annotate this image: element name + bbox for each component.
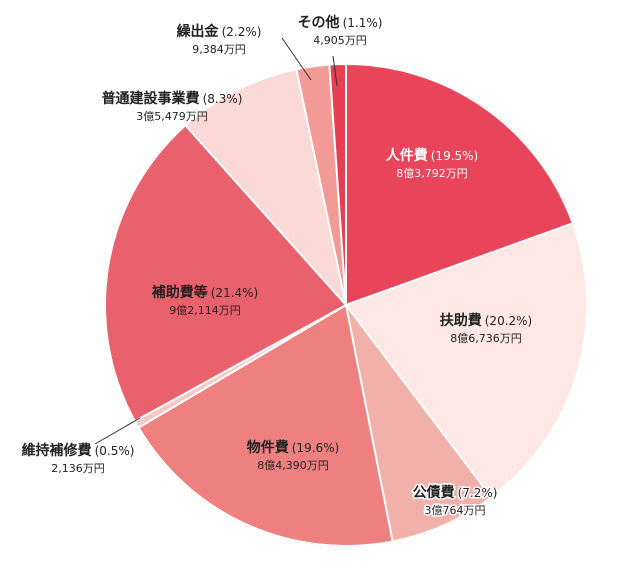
slice-percent: (19.6%) bbox=[292, 441, 339, 455]
slice-percent: (21.4%) bbox=[211, 286, 258, 300]
slice-name: その他 bbox=[298, 14, 340, 31]
slice-amount: 9,384万円 bbox=[192, 43, 246, 56]
slice-percent: (2.2%) bbox=[222, 25, 262, 39]
slice-amount: 8億6,736万円 bbox=[450, 332, 522, 345]
slice-name: 繰出金 bbox=[177, 23, 220, 40]
slice-percent: (8.3%) bbox=[203, 92, 243, 106]
slice-label: 補助費等 (21.4%) bbox=[151, 284, 258, 301]
slice-label: 物件費 (19.6%) bbox=[247, 439, 339, 456]
slice-name: 公債費 bbox=[413, 484, 455, 501]
leader-line bbox=[332, 55, 338, 87]
slice-percent: (19.5%) bbox=[431, 149, 478, 163]
pie-slice bbox=[328, 62, 347, 306]
slice-label: 扶助費 (20.2%) bbox=[440, 312, 532, 329]
pie-slice bbox=[344, 222, 588, 499]
slice-amount: 8億4,390万円 bbox=[257, 459, 329, 472]
pie-slices bbox=[104, 62, 588, 547]
pie-slice bbox=[184, 67, 348, 309]
pie-slice bbox=[104, 123, 348, 423]
slice-percent: (0.5%) bbox=[95, 444, 135, 458]
slice-label: 維持補修費 (0.5%) bbox=[22, 442, 135, 459]
slice-name: 物件費 bbox=[247, 439, 289, 456]
slice-name: 普通建設事業費 bbox=[102, 90, 200, 107]
slice-amount: 3億5,479万円 bbox=[136, 110, 208, 123]
slice-percent: (1.1%) bbox=[343, 16, 383, 30]
slice-name: 維持補修費 bbox=[22, 442, 92, 459]
slice-percent: (7.2%) bbox=[458, 486, 498, 500]
slice-label: 公債費 (7.2%) bbox=[413, 484, 498, 501]
slice-name: 扶助費 bbox=[440, 312, 482, 329]
slice-label: 人件費 (19.5%) bbox=[386, 147, 478, 164]
slice-name: 補助費等 bbox=[151, 284, 208, 301]
slice-label: 普通建設事業費 (8.3%) bbox=[102, 90, 243, 107]
pie-slice bbox=[345, 304, 493, 543]
slice-label: その他 (1.1%) bbox=[298, 14, 383, 31]
leader-lines bbox=[94, 37, 338, 445]
pie-slice bbox=[137, 303, 394, 547]
leader-line bbox=[281, 37, 312, 81]
slice-label: 繰出金 (2.2%) bbox=[177, 23, 262, 40]
slice-amount: 8億3,792万円 bbox=[396, 167, 468, 180]
slice-amount: 4,905万円 bbox=[313, 34, 367, 47]
leader-line bbox=[94, 417, 141, 445]
slice-name: 人件費 bbox=[386, 147, 428, 164]
slice-percent: (20.2%) bbox=[485, 314, 532, 328]
pie-slice bbox=[345, 62, 575, 307]
slice-amount: 9億2,114万円 bbox=[169, 304, 241, 317]
slice-amount: 3億764万円 bbox=[425, 504, 486, 517]
slice-amount: 2,136万円 bbox=[51, 462, 105, 475]
